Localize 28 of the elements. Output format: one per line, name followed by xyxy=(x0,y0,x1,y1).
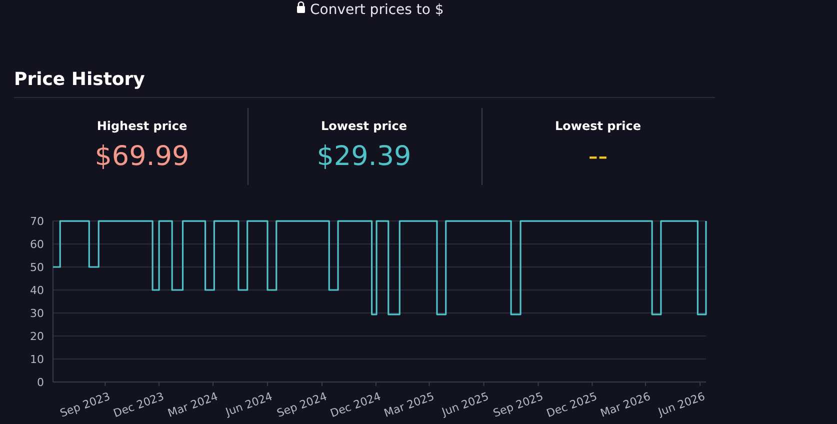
y-tick-label: 10 xyxy=(30,352,44,366)
x-tick-label: Mar 2026 xyxy=(598,390,652,420)
text: Highest price xyxy=(96,119,188,133)
y-tick-label: 70 xyxy=(30,214,44,228)
y-tick-label: 30 xyxy=(30,306,44,320)
x-tick-label: Dec 2023 xyxy=(112,390,166,420)
x-tick-label: Dec 2025 xyxy=(544,390,599,420)
text: Convert prices to $ xyxy=(310,2,444,18)
y-tick-label: 20 xyxy=(30,330,44,343)
x-tick-label: Dec 2024 xyxy=(328,390,383,420)
x-tick-label: Jun 2026 xyxy=(656,390,707,420)
x-tick-label: Jun 2024 xyxy=(223,390,274,420)
x-tick-label: Jun 2025 xyxy=(439,390,490,420)
x-tick-label: Mar 2025 xyxy=(382,390,436,420)
text: $29.39 xyxy=(316,141,412,172)
text: Lowest price xyxy=(554,119,642,133)
x-tick-label: Sep 2023 xyxy=(58,390,112,420)
x-tick-label: Sep 2024 xyxy=(275,390,329,420)
x-tick-label: Sep 2025 xyxy=(491,390,545,420)
text: Lowest price xyxy=(320,119,408,133)
y-tick-label: 50 xyxy=(30,260,44,274)
x-tick-label: Mar 2024 xyxy=(166,390,220,420)
text: $69.99 xyxy=(94,141,190,172)
y-tick-label: 60 xyxy=(30,238,44,251)
text: -- xyxy=(588,141,608,172)
chart-title: Price History xyxy=(14,69,146,90)
y-tick-label: 0 xyxy=(37,376,44,389)
y-tick-label: 40 xyxy=(30,284,44,297)
